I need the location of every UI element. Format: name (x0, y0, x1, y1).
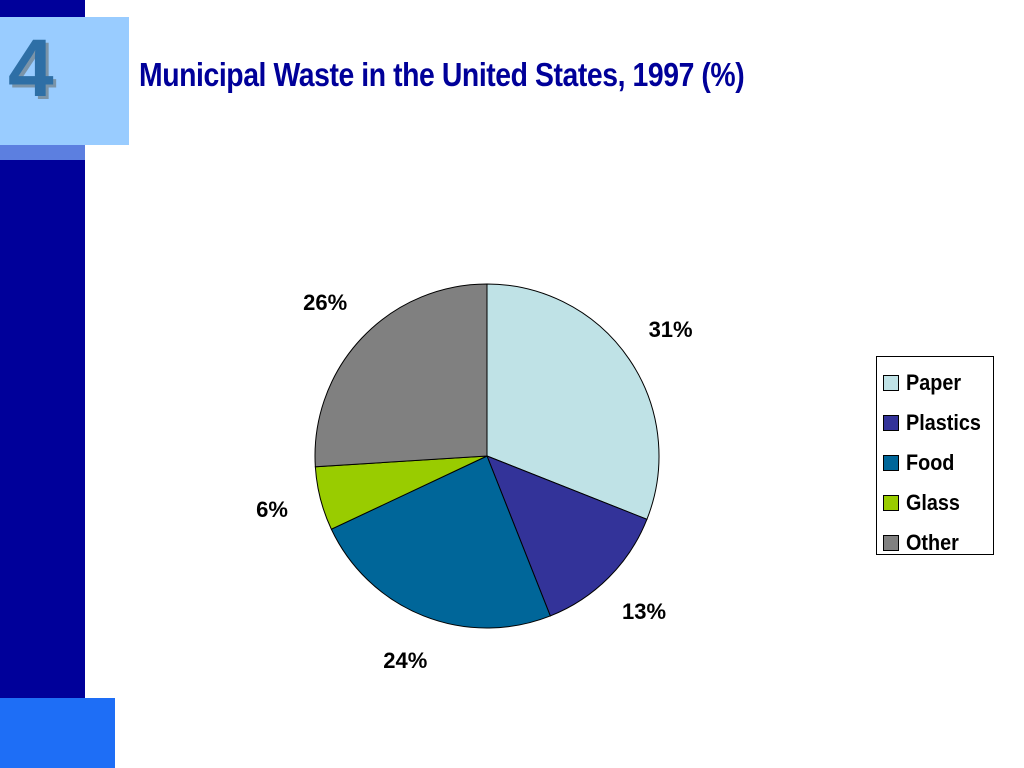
pie-slice-other (314, 283, 488, 468)
pie-slices (314, 283, 660, 629)
data-label-paper: 31% (649, 317, 693, 342)
data-label-glass: 6% (256, 497, 288, 522)
data-label-plastics: 13% (622, 599, 666, 624)
pie-slice-plastics (486, 455, 648, 617)
legend-item-plastics: Plastics (877, 403, 993, 443)
number-box-shadow (0, 145, 85, 160)
legend-label-food: Food (906, 450, 955, 475)
legend-swatch-paper (883, 375, 899, 391)
slide-number-box (0, 17, 129, 145)
legend-item-food: Food (877, 443, 993, 483)
bottom-accent-block (0, 698, 115, 768)
legend-label-plastics: Plastics (906, 410, 981, 435)
legend-item-glass: Glass (877, 483, 993, 523)
legend-swatch-food (883, 455, 899, 471)
legend-item-paper: Paper (877, 363, 993, 403)
legend-label-other: Other (906, 530, 959, 555)
legend-swatch-other (883, 535, 899, 551)
data-label-food: 24% (383, 648, 427, 673)
legend-label-paper: Paper (906, 370, 962, 395)
legend-label-glass: Glass (906, 490, 960, 515)
pie-slice-food (330, 455, 551, 629)
legend-swatch-plastics (883, 415, 899, 431)
pie-slice-paper (486, 283, 660, 520)
slide-title: Municipal Waste in the United States, 19… (139, 56, 745, 93)
pie-data-labels: 31% 13% 24% 6% 26% (256, 290, 693, 673)
chart-legend: Paper Plastics Food Glass Other (876, 356, 994, 555)
slide-number: 4 (8, 23, 54, 114)
data-label-other: 26% (303, 290, 347, 315)
legend-swatch-glass (883, 495, 899, 511)
legend-item-other: Other (877, 523, 993, 563)
